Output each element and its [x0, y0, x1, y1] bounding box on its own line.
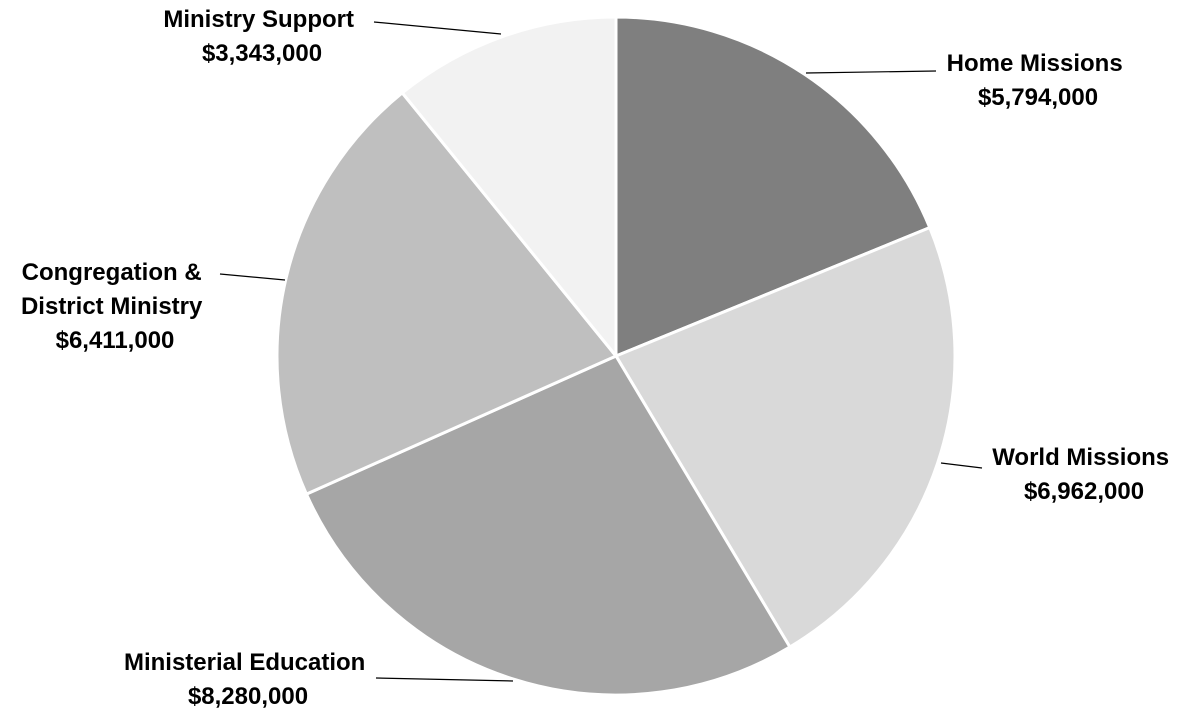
- leader-line-home-missions: [805, 70, 937, 74]
- slice-value-ministry-support: $3,343,000: [202, 40, 322, 67]
- slice-label-ministry-support: Ministry Support $3,343,000: [163, 6, 360, 67]
- pie-slices: [275, 15, 957, 697]
- leader-line-ministry-support: [373, 21, 502, 35]
- slice-label-ministry-support-line-1: Ministry Support: [163, 6, 354, 33]
- slice-label-congregation-district-line-2: District Ministry: [21, 293, 203, 320]
- slice-label-ministerial-education-line-1: Ministerial Education: [124, 649, 365, 676]
- slice-value-ministerial-education: $8,280,000: [188, 683, 308, 710]
- slice-value-congregation-district: $6,411,000: [56, 327, 175, 354]
- pie-slice-ministry-support: [400, 15, 618, 361]
- slice-label-congregation-district-line-1: Congregation &: [22, 259, 202, 286]
- slice-value-home-missions: $5,794,000: [978, 84, 1098, 111]
- slice-value-world-missions: $6,962,000: [1024, 478, 1144, 505]
- slice-label-home-missions: Home Missions $5,794,000: [947, 50, 1130, 111]
- pie-slice-congregation-district-ministry: [275, 90, 619, 497]
- slice-labels: Home Missions $5,794,000 World Missions …: [21, 6, 1176, 710]
- leader-line-world-missions: [940, 462, 983, 469]
- slice-label-congregation-district: Congregation & District Ministry $6,411,…: [21, 259, 209, 354]
- slice-label-home-missions-line-1: Home Missions: [947, 50, 1123, 77]
- leader-lines: [219, 21, 983, 682]
- slice-label-world-missions: World Missions $6,962,000: [992, 444, 1176, 505]
- slice-label-ministerial-education: Ministerial Education $8,280,000: [124, 649, 372, 710]
- leader-line-congregation-district: [219, 273, 286, 281]
- leader-line-ministerial-education: [375, 677, 514, 682]
- pie-slice-world-missions: [613, 225, 957, 650]
- pie-slice-home-missions: [614, 15, 932, 359]
- slice-label-world-missions-line-1: World Missions: [992, 444, 1169, 471]
